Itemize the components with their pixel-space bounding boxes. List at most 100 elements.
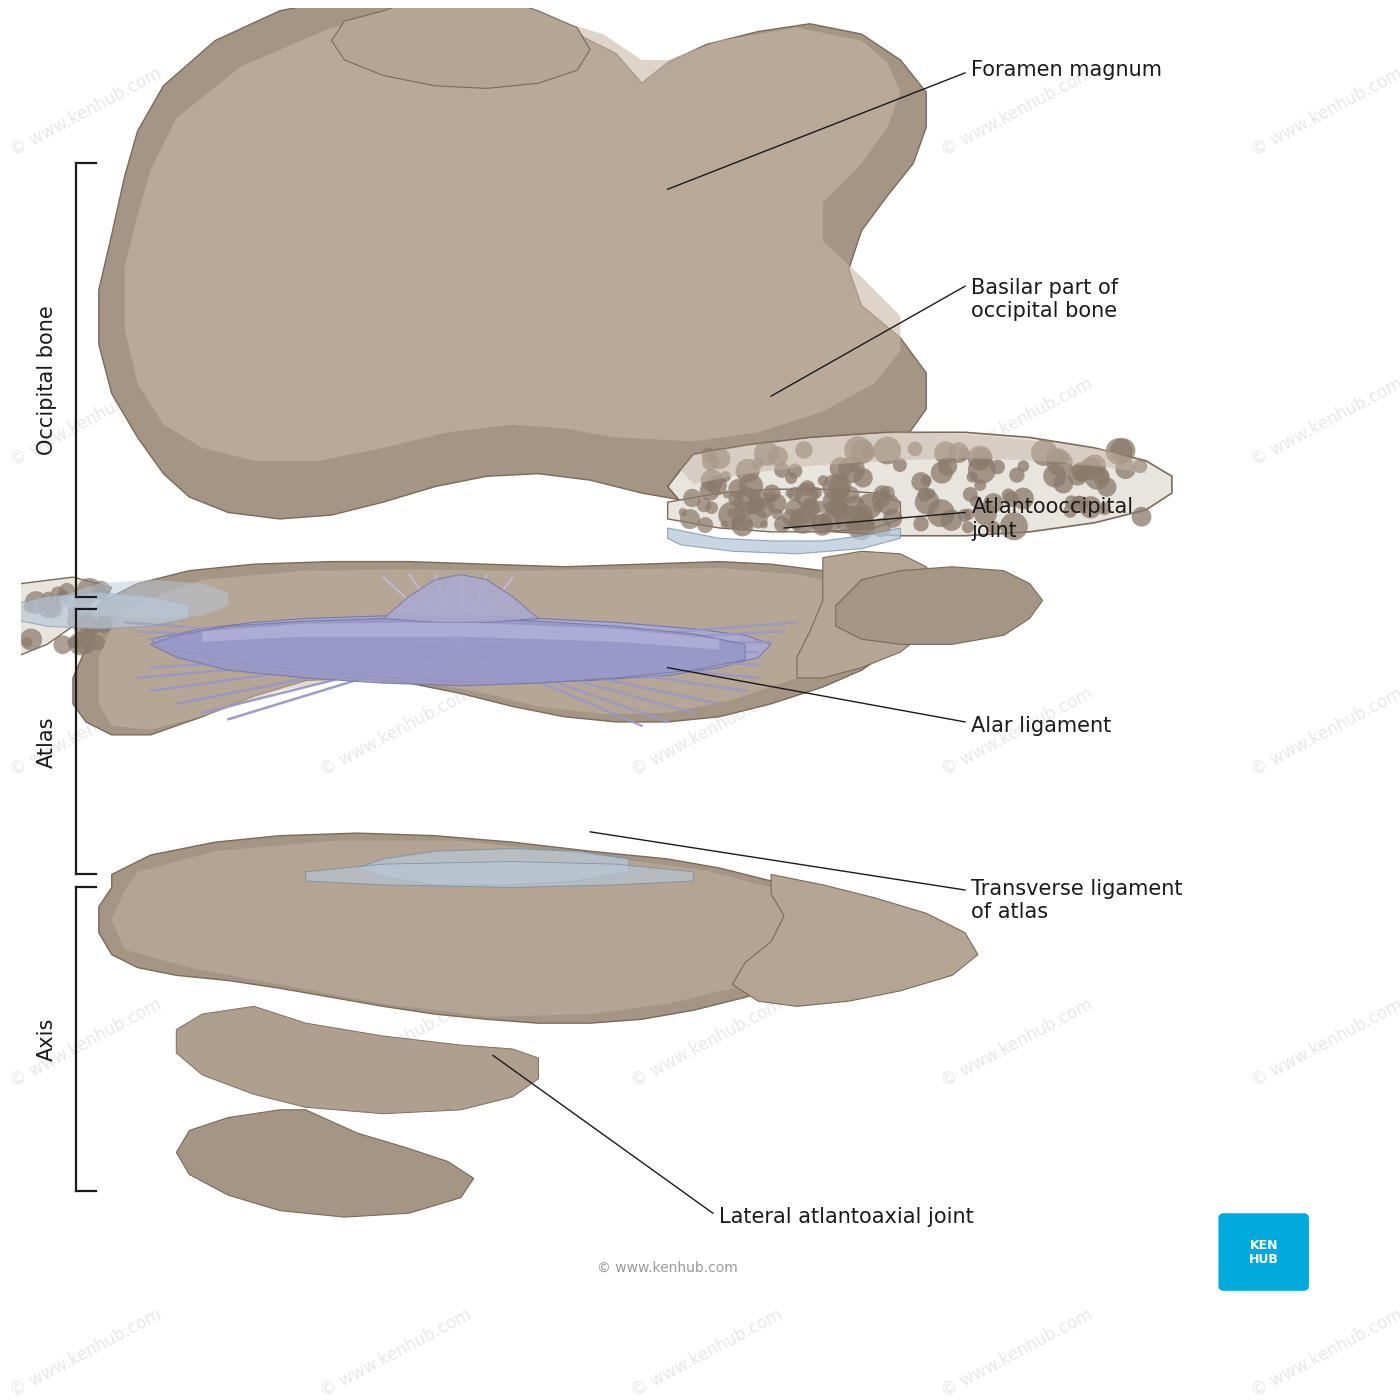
Circle shape bbox=[701, 454, 718, 470]
Circle shape bbox=[801, 498, 820, 518]
Circle shape bbox=[878, 494, 900, 515]
Polygon shape bbox=[707, 454, 927, 515]
Circle shape bbox=[760, 521, 769, 528]
Circle shape bbox=[983, 493, 1004, 512]
Circle shape bbox=[987, 521, 1001, 535]
Circle shape bbox=[735, 459, 760, 483]
Polygon shape bbox=[99, 833, 848, 1023]
Polygon shape bbox=[73, 561, 900, 735]
Circle shape bbox=[812, 514, 833, 536]
Circle shape bbox=[679, 508, 687, 517]
Circle shape bbox=[67, 613, 81, 629]
Circle shape bbox=[853, 510, 874, 531]
Circle shape bbox=[1093, 469, 1109, 486]
Circle shape bbox=[53, 636, 73, 654]
Text: Atlantooccipital
joint: Atlantooccipital joint bbox=[972, 497, 1134, 540]
Circle shape bbox=[69, 633, 91, 655]
Circle shape bbox=[741, 519, 752, 529]
Circle shape bbox=[1004, 491, 1019, 507]
Circle shape bbox=[697, 517, 713, 533]
Circle shape bbox=[851, 440, 875, 463]
Text: © www.kenhub.com: © www.kenhub.com bbox=[318, 1305, 475, 1400]
Circle shape bbox=[785, 500, 805, 518]
Text: © www.kenhub.com: © www.kenhub.com bbox=[7, 995, 164, 1091]
Circle shape bbox=[67, 636, 78, 648]
Circle shape bbox=[734, 501, 752, 519]
Text: © www.kenhub.com: © www.kenhub.com bbox=[1249, 1305, 1400, 1400]
Text: © www.kenhub.com: © www.kenhub.com bbox=[318, 374, 475, 469]
Circle shape bbox=[861, 518, 875, 532]
Text: © www.kenhub.com: © www.kenhub.com bbox=[938, 1305, 1095, 1400]
Text: Axis: Axis bbox=[36, 1018, 57, 1061]
Circle shape bbox=[50, 587, 66, 602]
Circle shape bbox=[785, 472, 797, 484]
Circle shape bbox=[790, 507, 816, 533]
Text: Atlas: Atlas bbox=[36, 717, 57, 767]
Circle shape bbox=[804, 497, 818, 511]
Polygon shape bbox=[357, 848, 629, 885]
Circle shape bbox=[697, 498, 711, 512]
Circle shape bbox=[59, 582, 76, 599]
Circle shape bbox=[1000, 512, 1028, 540]
Circle shape bbox=[728, 479, 748, 498]
Text: © www.kenhub.com: © www.kenhub.com bbox=[627, 64, 785, 160]
Text: Lateral atlantoaxial joint: Lateral atlantoaxial joint bbox=[720, 1207, 974, 1226]
Circle shape bbox=[1064, 496, 1078, 510]
Circle shape bbox=[683, 489, 701, 507]
Circle shape bbox=[56, 591, 71, 606]
Circle shape bbox=[774, 517, 791, 532]
Circle shape bbox=[948, 442, 969, 463]
Text: © www.kenhub.com: © www.kenhub.com bbox=[938, 995, 1095, 1091]
Circle shape bbox=[771, 508, 783, 519]
Circle shape bbox=[872, 518, 890, 538]
Circle shape bbox=[818, 475, 829, 486]
Text: © www.kenhub.com: © www.kenhub.com bbox=[7, 685, 164, 780]
Polygon shape bbox=[60, 580, 228, 619]
Circle shape bbox=[24, 601, 35, 612]
Circle shape bbox=[22, 637, 32, 647]
Circle shape bbox=[911, 472, 931, 491]
Circle shape bbox=[963, 487, 977, 501]
Circle shape bbox=[843, 505, 869, 532]
Circle shape bbox=[839, 456, 865, 483]
Circle shape bbox=[45, 601, 63, 617]
Circle shape bbox=[1051, 448, 1067, 465]
Circle shape bbox=[872, 503, 883, 512]
Circle shape bbox=[1098, 503, 1112, 515]
Text: © www.kenhub.com: © www.kenhub.com bbox=[318, 685, 475, 780]
Circle shape bbox=[973, 448, 991, 466]
Circle shape bbox=[731, 515, 745, 529]
Circle shape bbox=[97, 617, 112, 634]
Circle shape bbox=[767, 447, 788, 466]
Circle shape bbox=[91, 619, 102, 630]
Text: Occipital bone: Occipital bone bbox=[36, 305, 57, 455]
Text: © www.kenhub.com: © www.kenhub.com bbox=[627, 374, 785, 469]
Circle shape bbox=[74, 637, 87, 650]
Circle shape bbox=[783, 510, 801, 528]
Polygon shape bbox=[668, 433, 1172, 536]
Circle shape bbox=[1072, 496, 1085, 510]
Text: Alar ligament: Alar ligament bbox=[972, 715, 1112, 736]
Circle shape bbox=[967, 445, 993, 470]
Polygon shape bbox=[668, 489, 900, 532]
Circle shape bbox=[1098, 477, 1116, 497]
Circle shape bbox=[820, 508, 843, 532]
Polygon shape bbox=[305, 861, 693, 888]
Circle shape bbox=[881, 486, 895, 501]
Circle shape bbox=[1074, 469, 1088, 482]
Polygon shape bbox=[384, 574, 539, 623]
Circle shape bbox=[941, 510, 962, 531]
Circle shape bbox=[1002, 489, 1015, 503]
Circle shape bbox=[84, 624, 95, 637]
Circle shape bbox=[970, 496, 981, 507]
Circle shape bbox=[974, 479, 986, 491]
Circle shape bbox=[812, 514, 832, 533]
Circle shape bbox=[81, 595, 94, 606]
Circle shape bbox=[700, 480, 720, 501]
Circle shape bbox=[862, 447, 875, 459]
Circle shape bbox=[722, 490, 731, 498]
Circle shape bbox=[1079, 496, 1102, 518]
Circle shape bbox=[799, 480, 815, 496]
Polygon shape bbox=[836, 567, 1043, 644]
Circle shape bbox=[755, 441, 778, 466]
